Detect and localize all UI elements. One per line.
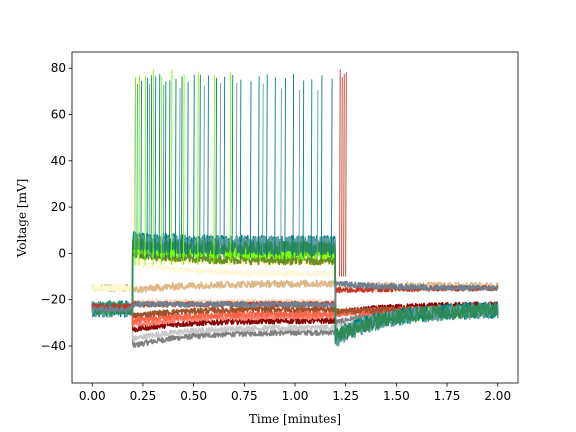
spike — [154, 76, 157, 259]
spike — [193, 74, 195, 259]
spike — [239, 79, 242, 259]
y-tick-label: 20 — [51, 200, 66, 214]
spike — [152, 69, 155, 265]
spike — [160, 77, 163, 265]
spike — [345, 72, 347, 277]
spike — [262, 83, 264, 259]
spike — [258, 76, 260, 259]
y-tick-label: −40 — [41, 339, 66, 353]
spike — [280, 88, 282, 259]
spike — [231, 74, 234, 259]
y-tick-label: 60 — [51, 107, 66, 121]
spike — [164, 81, 167, 259]
spike — [207, 75, 209, 259]
spike — [343, 74, 345, 277]
spike — [148, 84, 151, 259]
spike — [138, 75, 140, 265]
x-axis: 0.00 0.25 0.50 0.75 1.00 1.25 1.50 1.75 2.00 — [79, 383, 511, 403]
spike — [341, 77, 343, 277]
spike — [310, 79, 313, 259]
spike — [213, 74, 215, 265]
spike — [298, 90, 301, 259]
spike — [134, 77, 136, 265]
voltage-trace — [91, 233, 499, 347]
spike — [223, 76, 226, 259]
spike — [320, 75, 323, 259]
spike — [150, 75, 153, 259]
spike — [136, 84, 138, 259]
spike — [249, 81, 252, 259]
spike — [183, 74, 185, 265]
spike — [219, 82, 222, 259]
spike — [158, 74, 161, 259]
spike — [168, 80, 171, 259]
spike — [146, 77, 149, 259]
x-axis-label: Time [minutes] — [249, 412, 341, 426]
x-tick-label: 0.25 — [130, 389, 157, 403]
y-axis-label: Voltage [mV] — [15, 179, 29, 259]
series-layer — [91, 69, 499, 348]
spike — [144, 75, 147, 265]
spike — [215, 77, 217, 259]
y-tick-label: 0 — [58, 246, 66, 260]
spike — [229, 72, 232, 265]
spike — [174, 79, 177, 259]
spike — [235, 83, 238, 259]
spike — [203, 85, 205, 259]
x-tick-label: 0.00 — [79, 389, 106, 403]
voltage-trace — [91, 236, 499, 342]
spike — [292, 73, 295, 259]
spike — [162, 84, 165, 259]
y-tick-label: −20 — [41, 293, 66, 307]
spike — [199, 74, 201, 259]
x-tick-label: 2.00 — [484, 389, 511, 403]
x-tick-label: 0.75 — [231, 389, 258, 403]
spike — [331, 78, 333, 259]
spike — [170, 69, 173, 265]
spike — [140, 80, 142, 259]
voltage-trace — [91, 280, 499, 313]
spike — [181, 76, 183, 259]
spike — [302, 80, 305, 259]
x-tick-label: 1.00 — [282, 389, 309, 403]
spike — [274, 77, 276, 259]
spike — [339, 69, 341, 277]
y-tick-label: 80 — [51, 61, 66, 75]
spike — [284, 78, 286, 259]
x-tick-label: 1.50 — [383, 389, 410, 403]
spike — [266, 74, 268, 259]
y-axis: −40 −20 0 20 40 60 80 — [41, 61, 72, 353]
x-tick-label: 0.50 — [180, 389, 207, 403]
x-tick-label: 1.75 — [434, 389, 461, 403]
spike — [197, 71, 199, 265]
spike — [316, 90, 319, 259]
x-tick-label: 1.25 — [332, 389, 359, 403]
spike — [178, 87, 181, 259]
spike — [187, 81, 189, 259]
y-tick-label: 40 — [51, 154, 66, 168]
